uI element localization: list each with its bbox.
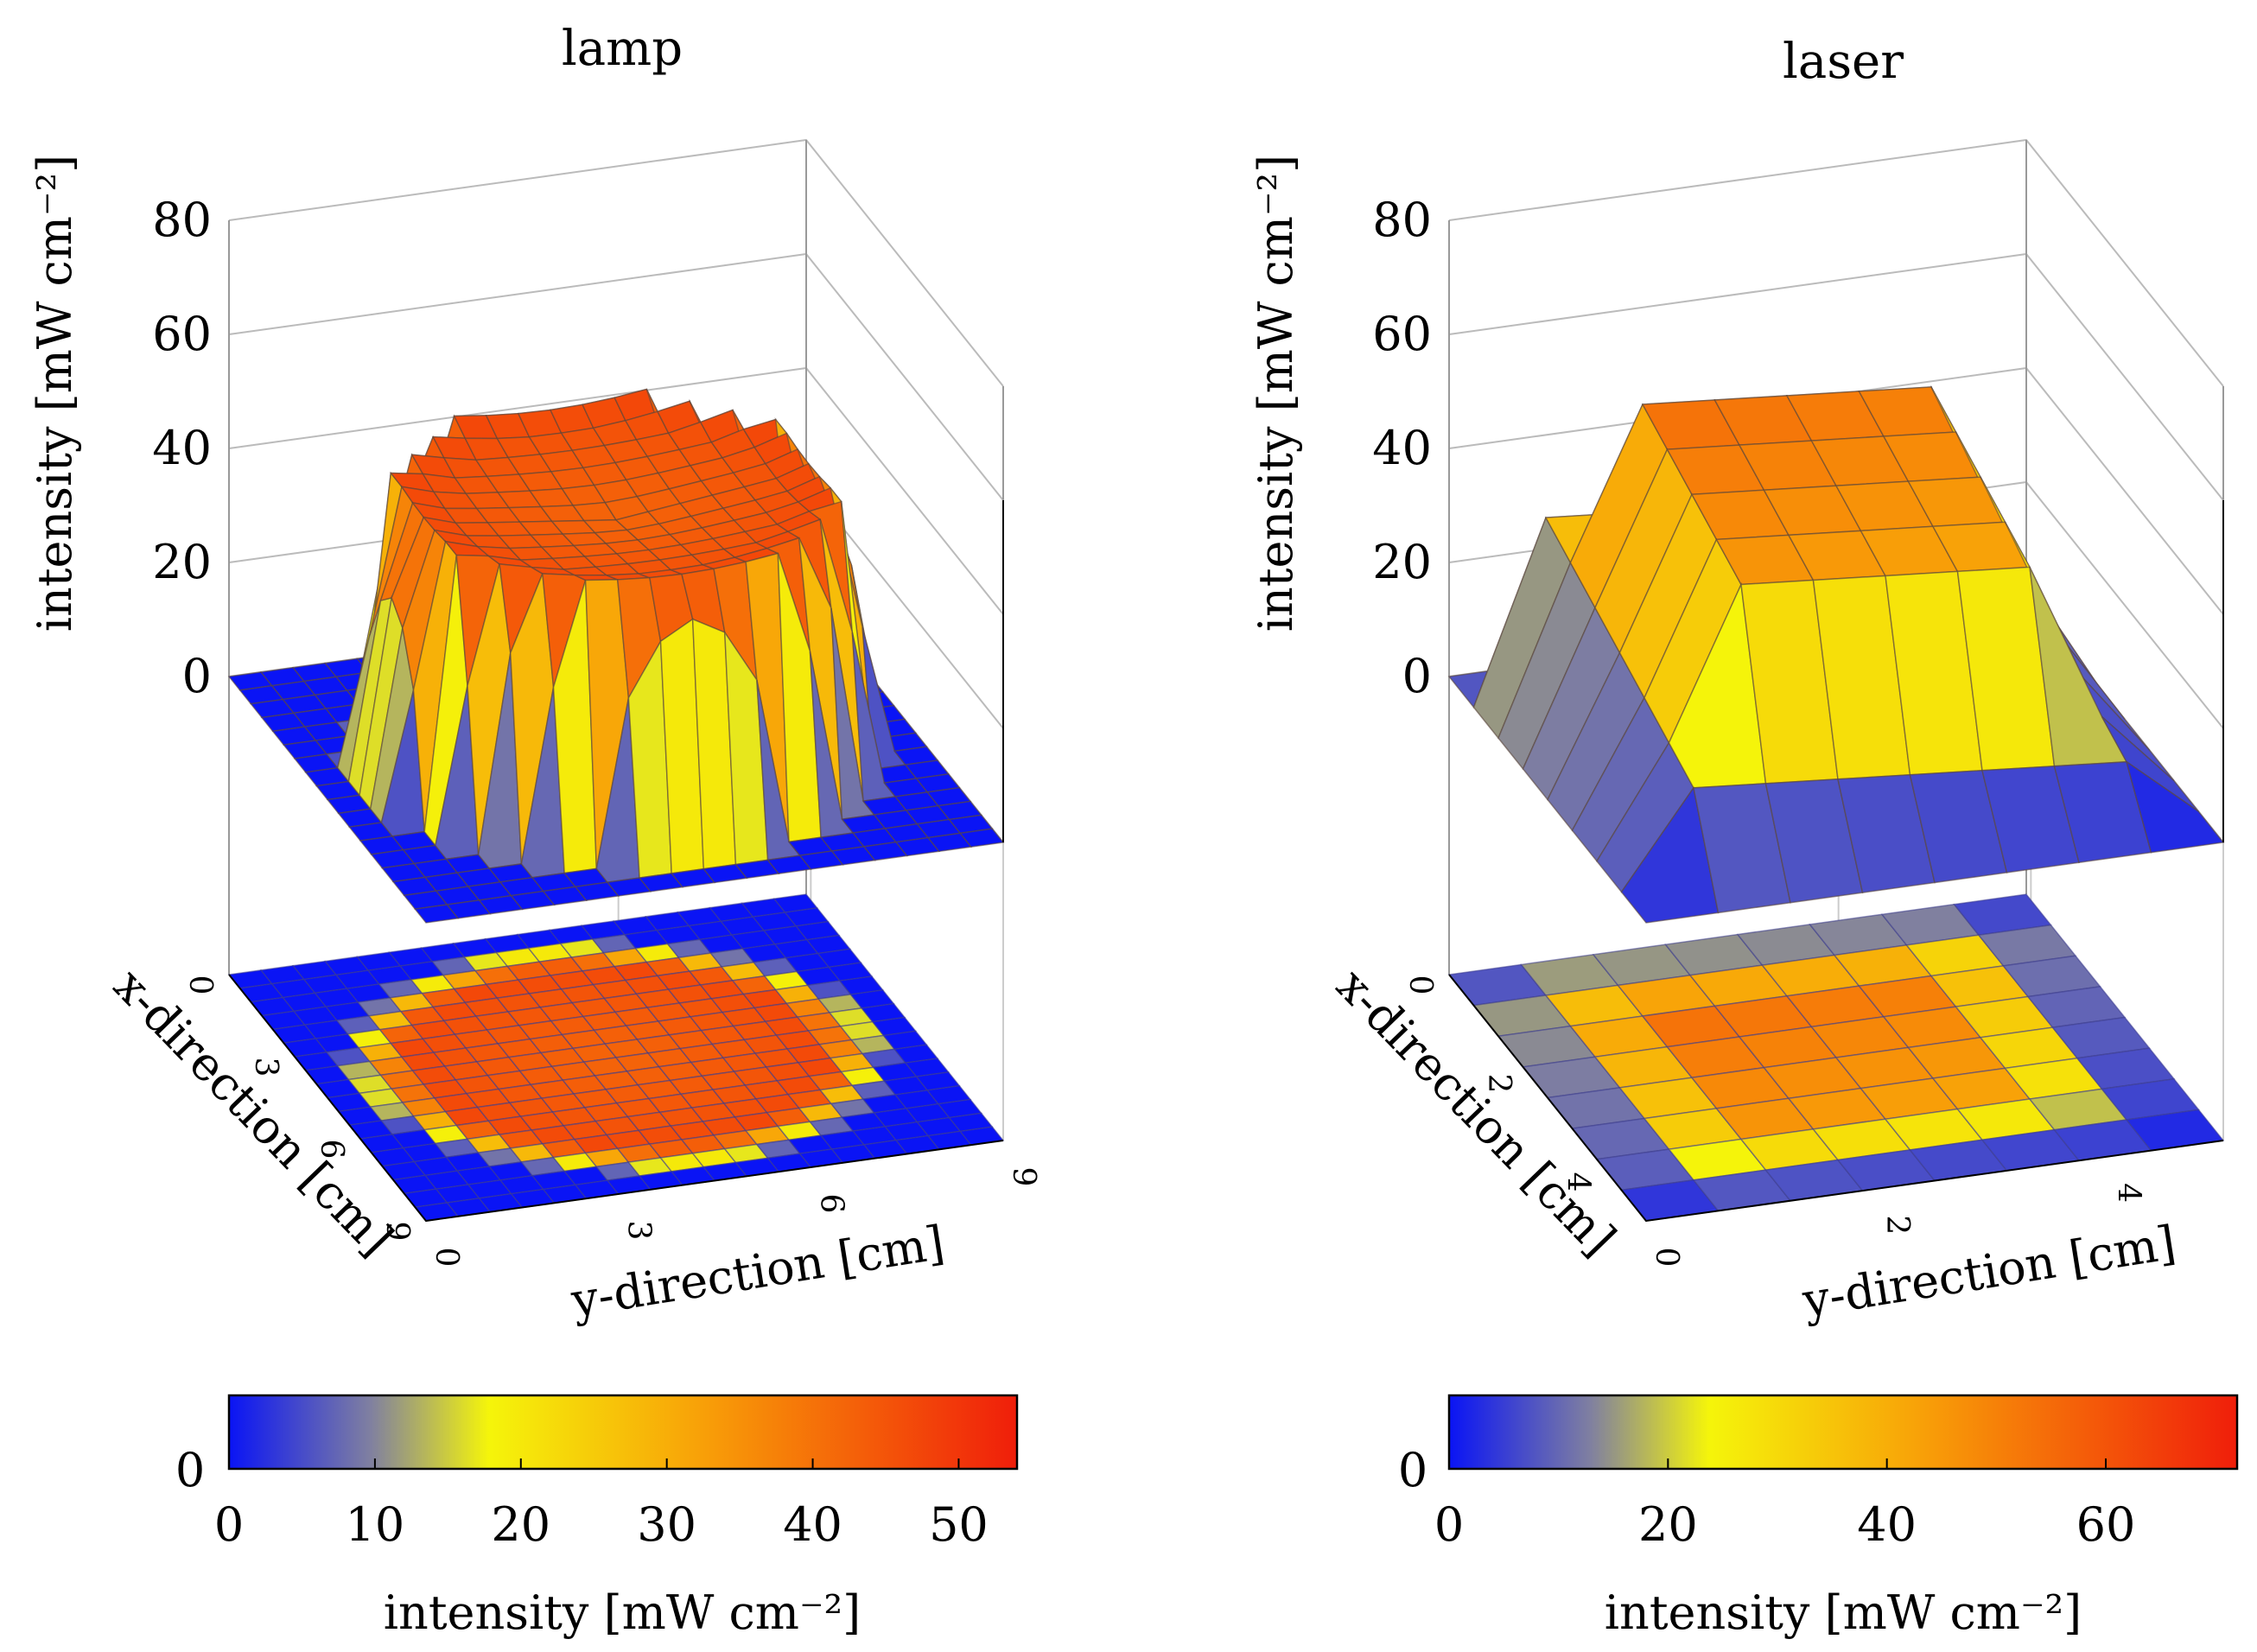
colorbar-tick-label: 10: [346, 1497, 405, 1552]
y-tick-label: 0: [1649, 1248, 1684, 1268]
colorbar-tick-label: 60: [2076, 1497, 2136, 1552]
y-tick-label: 0: [429, 1248, 464, 1268]
colorbar-tick-label: 20: [491, 1497, 550, 1552]
lamp-surface: [227, 388, 1005, 924]
x-tick-label: 6: [314, 1140, 349, 1160]
lamp-x-tick-labels: 0 3 6 9: [182, 975, 415, 1242]
laser-y-tick-labels: 0 2 4: [1649, 1183, 2146, 1267]
y-tick-label: 3: [621, 1221, 657, 1241]
lamp-colorbar-label: intensity [mW cm⁻²]: [384, 1585, 861, 1640]
y-tick-label: 6: [813, 1194, 849, 1214]
laser-colorbar: [1447, 1394, 2239, 1471]
laser-panel: laser 0 20 40 60 80 0 2 4 0 2 4 intensity [mW cm…: [1249, 34, 2239, 1640]
y-tick-label: 2: [1879, 1215, 1915, 1235]
colorbar-tick-label: 0: [1434, 1497, 1464, 1552]
laser-colorbar-ticks: 0 20 40 60: [1434, 1458, 2136, 1552]
laser-z-axis-label: intensity [mW cm⁻²]: [1249, 155, 1303, 632]
laser-front-edges: [1448, 500, 2224, 1223]
z-tick-label: 40: [152, 421, 212, 475]
lamp-front-edges: [228, 500, 1004, 1223]
x-tick-label: 0: [1402, 975, 1438, 995]
laser-surface: [1447, 384, 2225, 924]
z-grid-line: [1448, 138, 2224, 387]
lamp-y-tick-labels: 0 3 6 9: [429, 1167, 1041, 1268]
colorbar-tick-label: 40: [1857, 1497, 1917, 1552]
z-tick-label: 40: [1372, 421, 1432, 475]
y-tick-label: 4: [2110, 1183, 2146, 1203]
floor-edge: [1448, 974, 2224, 1223]
floor-edge: [228, 974, 1004, 1223]
colorbar-tick-label: 40: [783, 1497, 842, 1552]
lamp-colorbar-ticks: 0 10 20 30 40 50: [214, 1458, 989, 1552]
laser-colorbar-label: intensity [mW cm⁻²]: [1605, 1585, 2082, 1640]
x-tick-label: 4: [1560, 1172, 1595, 1192]
x-tick-label: 3: [248, 1058, 283, 1077]
lamp-colorbar: [227, 1394, 1019, 1471]
x-tick-label: 9: [379, 1222, 415, 1242]
z-grid-line: [228, 138, 1004, 387]
z-tick-label: 20: [152, 535, 212, 589]
lamp-title: lamp: [562, 21, 683, 77]
lamp-colorbar-zero-label: 0: [175, 1443, 205, 1497]
lamp-floor-projection: [227, 893, 1005, 1222]
z-tick-label: 0: [182, 649, 212, 703]
lamp-z-axis-label: intensity [mW cm⁻²]: [28, 155, 82, 632]
x-tick-label: 0: [182, 975, 218, 995]
z-tick-label: 60: [1372, 307, 1432, 361]
laser-x-tick-labels: 0 2 4: [1402, 975, 1595, 1192]
z-tick-label: 80: [1372, 193, 1432, 247]
z-tick-label: 20: [1372, 535, 1432, 589]
laser-colorbar-zero-label: 0: [1398, 1443, 1427, 1497]
colorbar-tick-label: 20: [1638, 1497, 1698, 1552]
z-tick-label: 80: [152, 193, 212, 247]
z-tick-label: 60: [152, 307, 212, 361]
laser-floor-projection: [1447, 893, 2225, 1222]
colorbar-tick-label: 50: [929, 1497, 989, 1552]
x-tick-label: 2: [1481, 1074, 1516, 1094]
laser-title: laser: [1783, 34, 1904, 90]
z-tick-label: 0: [1402, 649, 1432, 703]
laser-z-tick-labels: 0 20 40 60 80: [1372, 193, 1432, 703]
lamp-panel: lamp 0 20 40 60 80 0 3 6 9 0 3 6 9 intensity [mW c…: [28, 21, 1041, 1640]
y-tick-label: 9: [1006, 1167, 1041, 1187]
colorbar-tick-label: 0: [214, 1497, 244, 1552]
lamp-z-tick-labels: 0 20 40 60 80: [152, 193, 212, 703]
laser-y-axis-label: y-direction [cm]: [1798, 1216, 2179, 1329]
colorbar-tick-label: 30: [637, 1497, 696, 1552]
